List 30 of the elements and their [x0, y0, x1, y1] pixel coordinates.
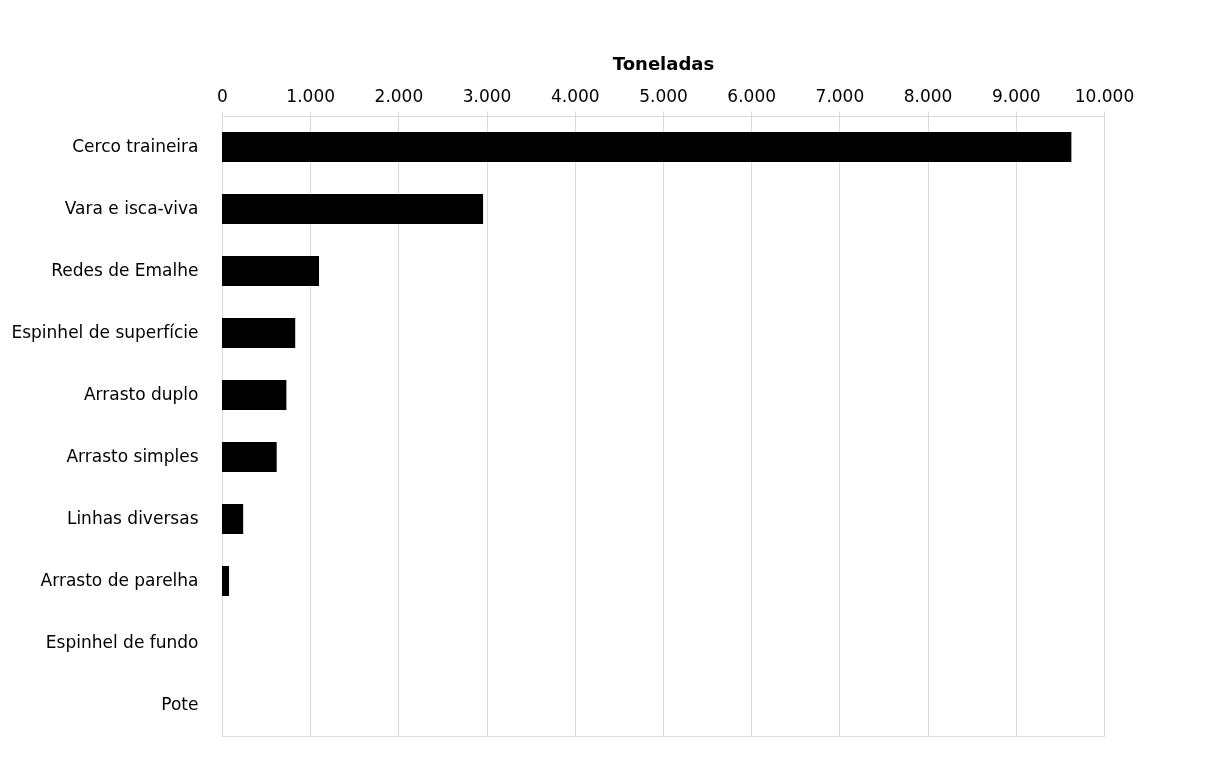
- x-tick-label: 9.000: [991, 85, 1041, 106]
- bar: [222, 318, 296, 348]
- x-tick-label: 6.000: [727, 85, 777, 106]
- bar: [222, 132, 1072, 162]
- x-tick-label: 2.000: [374, 85, 424, 106]
- bar: [222, 256, 320, 286]
- y-tick-label: Arrasto de parelha: [40, 570, 199, 590]
- bar: [222, 442, 277, 472]
- x-tick-label: 5.000: [639, 85, 688, 106]
- y-tick-label: Cerco traineira: [72, 136, 199, 156]
- x-tick-label: 10.000: [1074, 85, 1135, 106]
- y-tick-label: Pote: [161, 694, 199, 714]
- y-tick-label: Redes de Emalhe: [51, 260, 199, 280]
- x-tick-label: 8.000: [903, 85, 953, 106]
- bar: [222, 504, 244, 534]
- y-tick-label: Espinhel de fundo: [45, 632, 199, 652]
- x-tick-label: 4.000: [550, 85, 600, 106]
- bar: [222, 380, 287, 410]
- y-tick-label: Espinhel de superfície: [11, 322, 199, 342]
- bar: [222, 566, 230, 596]
- x-axis-title: Toneladas: [612, 52, 715, 74]
- x-tick-label: 3.000: [462, 85, 512, 106]
- bar: [222, 194, 484, 224]
- x-tick-label: 1.000: [286, 85, 336, 106]
- x-tick-label: 0: [217, 85, 228, 106]
- y-tick-label: Vara e isca-viva: [64, 198, 199, 218]
- y-tick-label: Arrasto duplo: [83, 384, 199, 404]
- y-tick-label: Arrasto simples: [66, 446, 199, 466]
- y-tick-label: Linhas diversas: [66, 508, 199, 528]
- x-tick-label: 7.000: [815, 85, 865, 106]
